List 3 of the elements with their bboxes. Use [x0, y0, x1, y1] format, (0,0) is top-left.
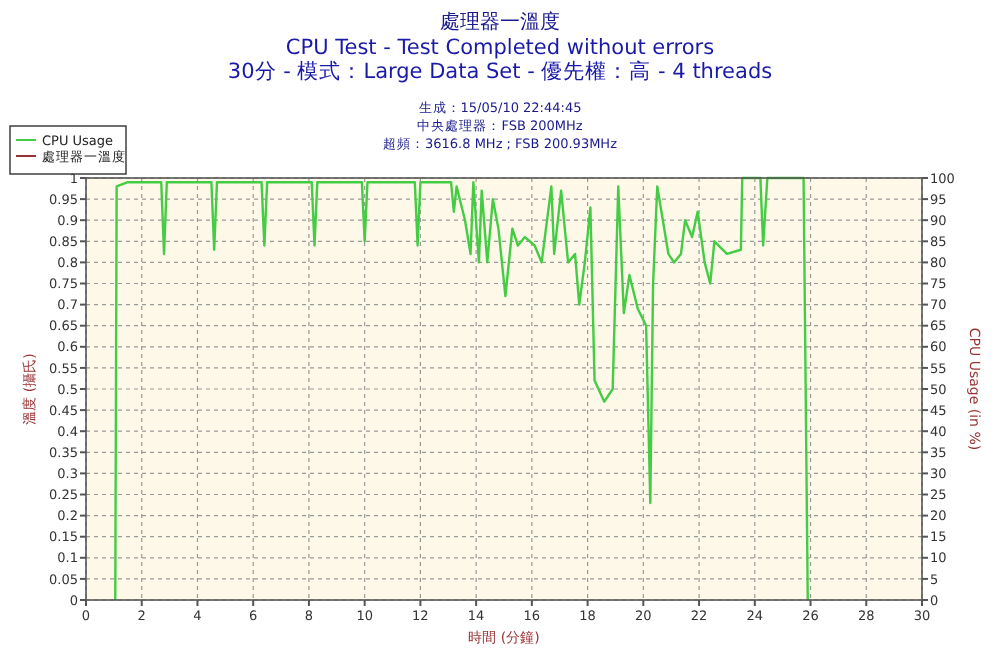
line-series — [114, 176, 809, 602]
chart-subtitle: CPU Test - Test Completed without errors 30分 - 模式：Large Data Set - 優先權：高 - 4 threads — [227, 36, 773, 84]
chart-title: 處理器一溫度 — [440, 10, 560, 34]
